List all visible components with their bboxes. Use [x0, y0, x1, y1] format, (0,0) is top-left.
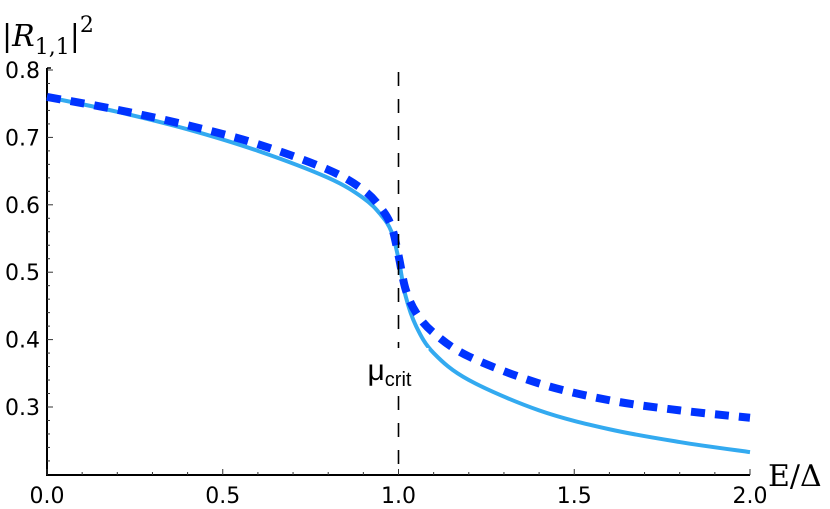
x-axis-label: E/Δ — [768, 459, 822, 494]
svg-text:μcrit: μcrit — [368, 354, 412, 391]
y-tick-label: 0.8 — [5, 59, 40, 84]
y-tick-label: 0.7 — [5, 126, 40, 151]
y-tick-label: 0.5 — [5, 261, 40, 286]
curves — [46, 93, 751, 455]
y-tick-label: 0.4 — [5, 329, 40, 354]
y-tick-label: 0.6 — [5, 194, 40, 219]
mu-crit-annotation: μcrit — [366, 72, 429, 475]
dashed-curve — [46, 93, 751, 422]
svg-text:|R1,1|2: |R1,1|2 — [2, 13, 94, 60]
x-tick-label: 0.5 — [205, 484, 240, 509]
x-tick-label: 1.0 — [381, 484, 416, 509]
y-axis-label: |R1,1|2 — [2, 13, 94, 60]
y-tick-label: 0.3 — [5, 396, 40, 421]
x-tick-label: 1.5 — [557, 484, 592, 509]
x-tick-label: 2.0 — [733, 484, 768, 509]
axes: 0.3 0.4 0.5 0.6 0.7 0.8 0.0 0.5 1.0 1.5 2.0 — [5, 59, 768, 509]
x-tick-label: 0.0 — [30, 484, 65, 509]
